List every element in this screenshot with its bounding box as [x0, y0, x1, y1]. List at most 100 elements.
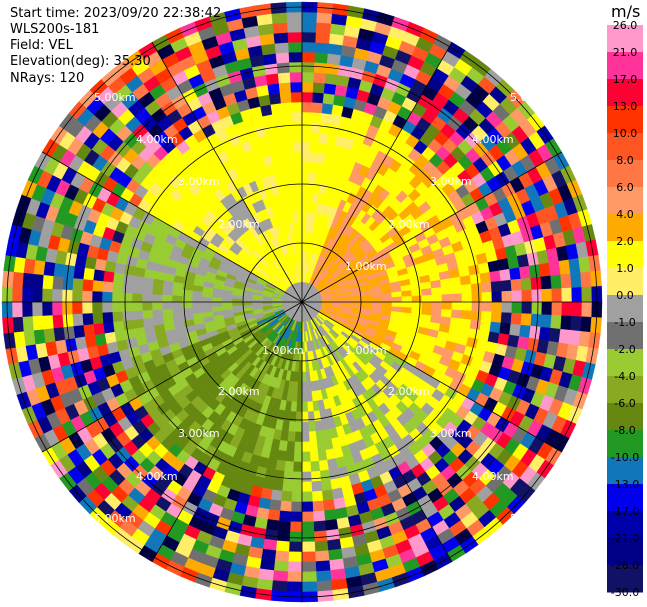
velocity-gate — [274, 42, 290, 54]
velocity-gate — [468, 264, 481, 276]
colorbar-tick-label: -17.0 — [611, 505, 639, 518]
velocity-gate — [301, 111, 313, 123]
velocity-gate — [450, 285, 463, 295]
velocity-gate — [133, 326, 146, 338]
velocity-gate — [322, 92, 336, 105]
ring-label-3km-sw: 3.00km — [178, 427, 220, 440]
velocity-gate — [306, 391, 313, 403]
velocity-gate — [101, 301, 113, 313]
velocity-gate — [41, 301, 53, 316]
velocity-gate — [112, 311, 124, 323]
colorbar-cell — [607, 133, 643, 161]
velocity-gate — [560, 273, 572, 289]
velocity-gate — [311, 102, 324, 114]
velocity-gate — [272, 479, 284, 492]
velocity-gate — [301, 181, 309, 193]
velocity-gate — [273, 122, 285, 135]
colorbar-cell — [607, 484, 643, 512]
velocity-gate — [293, 451, 303, 463]
velocity-gate — [33, 259, 46, 276]
velocity-gate — [131, 292, 143, 303]
velocity-gate — [272, 570, 289, 582]
colorbar-tick-label: -21.0 — [611, 532, 639, 545]
velocity-gate — [421, 288, 433, 296]
velocity-gate — [309, 141, 319, 154]
ring-label-5km-sw: 5.00km — [94, 512, 136, 525]
velocity-gate — [480, 281, 492, 293]
colorbar-cell — [607, 187, 643, 215]
velocity-gate — [449, 276, 462, 287]
velocity-gate — [530, 313, 542, 328]
velocity-gate — [431, 294, 443, 303]
velocity-gate — [469, 319, 482, 331]
velocity-gate — [72, 277, 84, 291]
velocity-gate — [461, 292, 473, 303]
velocity-gate — [481, 291, 493, 303]
velocity-gate — [288, 51, 303, 63]
ring-label-1km-se: 1.00km — [345, 344, 387, 357]
colorbar-tick-label: 1.0 — [616, 262, 634, 275]
field-text: Field: VEL — [10, 38, 73, 53]
velocity-gate — [301, 561, 317, 573]
velocity-gate — [161, 301, 173, 310]
velocity-gate — [312, 82, 326, 94]
azimuth-spoke — [151, 41, 303, 303]
ring-label-3km-nw: 3.00km — [178, 175, 220, 188]
velocity-gate — [411, 289, 423, 297]
velocity-gate — [312, 510, 326, 522]
velocity-gate — [289, 521, 303, 533]
velocity-gate — [301, 61, 315, 73]
velocity-gate — [211, 301, 223, 307]
velocity-gate — [301, 441, 311, 453]
velocity-gate — [301, 451, 311, 463]
velocity-gate — [12, 271, 24, 288]
velocity-gate — [293, 441, 303, 453]
colorbar-cell — [607, 25, 643, 53]
velocity-gate — [326, 538, 342, 551]
velocity-gate — [381, 297, 393, 303]
velocity-gate — [102, 270, 115, 283]
velocity-gate — [102, 280, 114, 293]
velocity-gate — [267, 509, 281, 522]
velocity-gate — [211, 297, 223, 303]
velocity-gate — [82, 323, 95, 337]
velocity-gate — [391, 296, 403, 303]
velocity-gate — [121, 292, 133, 303]
velocity-gate — [141, 301, 153, 311]
velocity-gate — [491, 291, 503, 303]
velocity-gate — [278, 82, 292, 94]
azimuth-spoke — [301, 301, 453, 562]
velocity-gate — [42, 314, 54, 330]
elevation-text: Elevation(deg): 35.30 — [10, 54, 151, 69]
velocity-gate — [301, 211, 307, 223]
velocity-gate — [458, 266, 471, 278]
velocity-gate — [440, 278, 452, 288]
velocity-gate — [308, 431, 317, 443]
velocity-gate — [461, 301, 473, 312]
velocity-gate — [270, 102, 283, 115]
ring-label-2km-w: 2.00km — [218, 385, 260, 398]
velocity-gate — [111, 301, 123, 313]
velocity-gate — [509, 323, 522, 337]
velocity-gate — [42, 274, 54, 290]
velocity-gate — [289, 61, 303, 73]
velocity-gate — [131, 283, 144, 294]
velocity-gate — [451, 301, 463, 311]
velocity-gate — [301, 81, 314, 93]
velocity-gate — [151, 301, 163, 311]
velocity-gate — [272, 22, 289, 34]
velocity-gate — [33, 328, 46, 345]
velocity-gate — [211, 305, 223, 312]
velocity-gate — [62, 276, 74, 291]
velocity-gate — [561, 287, 573, 303]
velocity-gate — [21, 287, 33, 303]
velocity-gate — [489, 321, 502, 334]
start-time-text: Start time: 2023/09/20 22:38:42 — [10, 6, 222, 21]
velocity-gate — [441, 293, 453, 303]
velocity-gate — [308, 161, 317, 173]
velocity-gate — [201, 296, 213, 303]
velocity-gate — [122, 273, 135, 285]
velocity-gate — [411, 301, 423, 309]
velocity-gate — [301, 571, 317, 583]
velocity-gate — [312, 92, 325, 104]
